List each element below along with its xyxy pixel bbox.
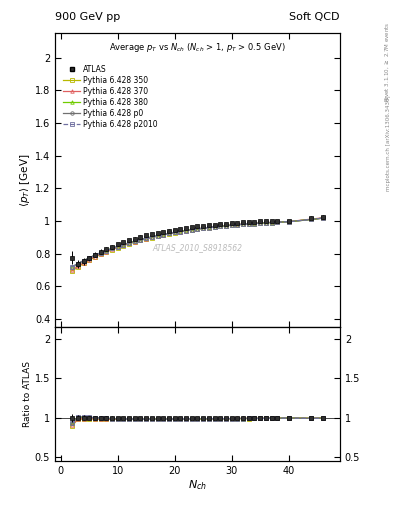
Text: 900 GeV pp: 900 GeV pp bbox=[55, 11, 120, 22]
Text: ATLAS_2010_S8918562: ATLAS_2010_S8918562 bbox=[152, 243, 242, 252]
Text: mcplots.cern.ch [arXiv:1306.3436]: mcplots.cern.ch [arXiv:1306.3436] bbox=[386, 96, 391, 191]
Y-axis label: Ratio to ATLAS: Ratio to ATLAS bbox=[23, 361, 32, 427]
X-axis label: $N_{ch}$: $N_{ch}$ bbox=[188, 478, 207, 492]
Text: Soft QCD: Soft QCD bbox=[290, 11, 340, 22]
Y-axis label: $\langle p_T \rangle$ [GeV]: $\langle p_T \rangle$ [GeV] bbox=[18, 154, 32, 207]
Text: Rivet 3.1.10, $\geq$ 2.7M events: Rivet 3.1.10, $\geq$ 2.7M events bbox=[384, 21, 391, 102]
Legend: ATLAS, Pythia 6.428 350, Pythia 6.428 370, Pythia 6.428 380, Pythia 6.428 p0, Py: ATLAS, Pythia 6.428 350, Pythia 6.428 37… bbox=[62, 63, 159, 130]
Text: Average $p_T$ vs $N_{ch}$ ($N_{ch}$ > 1, $p_T$ > 0.5 GeV): Average $p_T$ vs $N_{ch}$ ($N_{ch}$ > 1,… bbox=[109, 40, 286, 54]
